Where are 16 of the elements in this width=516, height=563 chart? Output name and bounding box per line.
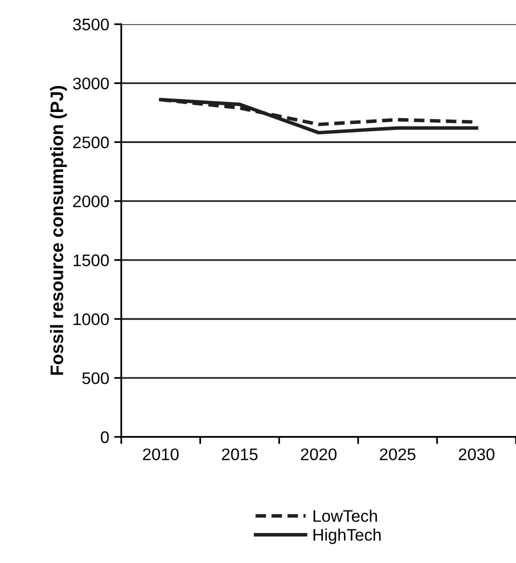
y-tick-label: 0 [100, 431, 109, 444]
y-tick-label: 2500 [73, 136, 109, 148]
x-tick-label: 2015 [222, 448, 258, 460]
x-tick-label: 2010 [143, 448, 179, 460]
y-tick-label: 500 [82, 372, 109, 384]
legend-label: HighTech [314, 528, 381, 544]
y-tick-label: 1500 [74, 254, 109, 266]
x-tick-label: 2030 [458, 448, 494, 460]
x-tick-label: 2025 [380, 448, 416, 460]
x-tick-label: 2020 [300, 448, 337, 460]
y-tick-label: 1000 [74, 313, 109, 326]
legend-label: LowTech [314, 510, 377, 522]
y-axis-title: Fossil resource consumption (PJ) [50, 86, 67, 375]
y-tick-label: 2000 [73, 195, 109, 208]
y-tick-label: 3500 [73, 18, 109, 30]
y-tick-label: 3000 [73, 78, 109, 90]
